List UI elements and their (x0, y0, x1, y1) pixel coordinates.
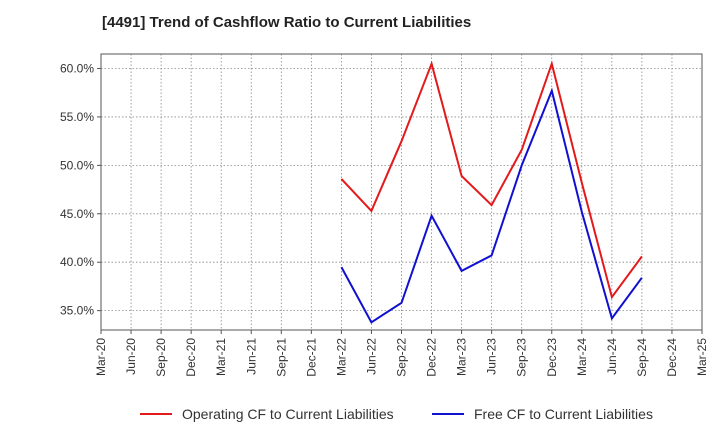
y-axis-ticks: 35.0% 40.0% 45.0% 50.0% 55.0% 60.0% (60, 62, 101, 318)
y-tick-label: 55.0% (60, 110, 94, 124)
x-tick-label: Mar-24 (575, 338, 589, 376)
x-tick-label: Mar-23 (455, 338, 469, 376)
y-tick-label: 50.0% (60, 158, 94, 172)
x-tick-label: Dec-24 (665, 338, 679, 377)
x-tick-label: Dec-20 (184, 338, 198, 377)
legend-label-2: Free CF to Current Liabilities (474, 406, 653, 422)
x-tick-label: Jun-22 (364, 338, 378, 375)
x-tick-label: Mar-22 (334, 338, 348, 376)
x-tick-label: Sep-23 (515, 338, 529, 377)
x-tick-label: Dec-21 (304, 338, 318, 377)
legend: Operating CF to Current Liabilities Free … (140, 406, 653, 422)
y-tick-label: 45.0% (60, 207, 94, 221)
x-tick-label: Sep-24 (635, 338, 649, 377)
series-line-1 (340, 60, 643, 300)
x-tick-label: Sep-20 (154, 338, 168, 377)
y-tick-label: 40.0% (60, 255, 94, 269)
x-tick-label: Sep-21 (274, 338, 288, 377)
y-tick-label: 35.0% (60, 304, 94, 318)
legend-label-1: Operating CF to Current Liabilities (182, 406, 394, 422)
x-tick-label: Dec-22 (425, 338, 439, 377)
x-tick-label: Jun-21 (244, 338, 258, 375)
x-tick-label: Jun-20 (124, 338, 138, 375)
x-tick-label: Mar-20 (94, 338, 108, 376)
y-tick-label: 60.0% (60, 62, 94, 76)
x-tick-label: Jun-24 (605, 338, 619, 375)
x-tick-label: Jun-23 (485, 338, 499, 375)
x-tick-label: Mar-21 (214, 338, 228, 376)
series-line-2 (340, 87, 643, 324)
series-layer (340, 60, 643, 324)
x-tick-label: Dec-23 (545, 338, 559, 377)
grid-layer (101, 54, 702, 330)
x-tick-label: Sep-22 (395, 338, 409, 377)
x-axis-ticks: Mar-20 Jun-20 Sep-20 Dec-20 Mar-21 Jun-21 Sep-… (94, 330, 709, 377)
x-tick-label: Mar-25 (695, 338, 709, 376)
chart-title: [4491] Trend of Cashflow Ratio to Curren… (102, 14, 472, 31)
